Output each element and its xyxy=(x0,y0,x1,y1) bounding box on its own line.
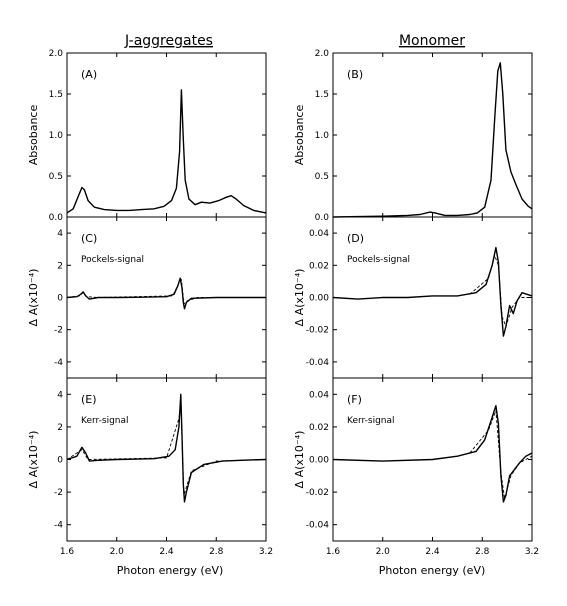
series-line-fit xyxy=(469,254,532,328)
x-tick-label: 3.2 xyxy=(525,547,539,557)
signal-annotation: Pockels-signal xyxy=(81,255,144,265)
panel-frame xyxy=(66,377,267,542)
y-tick-label: -2 xyxy=(54,488,63,498)
y-tick-label: 0.04 xyxy=(309,390,329,400)
y-tick-label: 2.0 xyxy=(49,49,64,59)
y-tick-label: 0.0 xyxy=(315,213,330,223)
y-tick-label: 1.0 xyxy=(49,131,64,141)
series-line-measured xyxy=(66,89,267,214)
y-tick-label: 0.00 xyxy=(309,456,329,466)
y-axis-label: Absobance xyxy=(27,105,40,166)
panel-3: -0.04 -0.02 0.00 0.02 0.04 Δ A(x10⁻⁴) (D) Pocke… xyxy=(293,216,533,379)
panels: 0.0 0.5 1.0 1.5 2.0 Absobance (A) 0.0 0.5 1.0 1.5 2… xyxy=(27,49,539,557)
column-title-monomer: Monomer xyxy=(399,33,465,49)
x-tick-label: 3.2 xyxy=(259,547,273,557)
column-title-j-aggregates: J-aggregates xyxy=(124,33,213,49)
panel-label: (E) xyxy=(81,393,97,406)
y-tick-label: 0.5 xyxy=(315,172,329,182)
series-line-measured xyxy=(332,246,533,337)
signal-annotation: Pockels-signal xyxy=(347,255,410,265)
series-line-measured xyxy=(66,393,267,503)
panel-2: -4 -2 0 2 4 Δ A(x10⁻⁴) (C) Pockels-signal xyxy=(27,216,267,379)
y-tick-label: 0 xyxy=(57,294,63,304)
series-line-fit xyxy=(66,402,267,496)
x-tick-label: 2.8 xyxy=(475,547,490,557)
x-tick-label: 1.6 xyxy=(60,547,75,557)
x-tick-label: 2.0 xyxy=(110,547,125,557)
y-tick-label: -2 xyxy=(54,326,63,336)
series-line-fit xyxy=(66,278,266,305)
y-tick-label: 2.0 xyxy=(315,49,330,59)
series-line-measured xyxy=(66,277,266,310)
y-tick-label: 0.04 xyxy=(309,229,329,239)
x-tick-label: 2.0 xyxy=(376,547,391,557)
panel-1: 0.0 0.5 1.0 1.5 2.0 Absobance (B) xyxy=(293,49,533,223)
y-tick-label: 0.00 xyxy=(309,294,329,304)
panel-4: -4 -2 0 2 4 1.6 2.0 2.4 2.8 3.2 Δ A(x10⁻⁴) (E) Kerr-… xyxy=(27,377,273,557)
panel-5: -0.04 -0.02 0.00 0.02 0.04 1.6 2.0 2.4 2.8 3.2 Δ A… xyxy=(293,377,539,557)
y-tick-label: -4 xyxy=(54,521,63,531)
x-tick-label: 2.4 xyxy=(159,547,174,557)
signal-annotation: Kerr-signal xyxy=(81,416,129,426)
y-axis-label: Δ A(x10⁻⁴) xyxy=(27,431,40,489)
y-tick-label: 0.02 xyxy=(309,423,329,433)
panel-0: 0.0 0.5 1.0 1.5 2.0 Absobance (A) xyxy=(27,49,267,223)
y-tick-label: -0.02 xyxy=(306,488,329,498)
y-tick-label: -4 xyxy=(54,358,63,368)
series-line-measured xyxy=(332,62,533,218)
panel-label: (D) xyxy=(347,232,364,245)
y-tick-label: 0 xyxy=(57,456,63,466)
y-tick-label: -0.04 xyxy=(306,358,330,368)
y-tick-label: 1.5 xyxy=(315,90,329,100)
y-tick-label: 2 xyxy=(57,423,63,433)
x-axis-label-left: Photon energy (eV) xyxy=(117,564,224,577)
y-axis-label: Δ A(x10⁻⁴) xyxy=(293,431,306,489)
panel-label: (F) xyxy=(347,393,362,406)
y-tick-label: 1.0 xyxy=(315,131,330,141)
y-tick-label: 0.0 xyxy=(49,213,64,223)
y-tick-label: 2 xyxy=(57,261,63,271)
x-axis-label-right: Photon energy (eV) xyxy=(379,564,486,577)
y-axis-label: Δ A(x10⁻⁴) xyxy=(293,269,306,327)
x-tick-label: 2.8 xyxy=(209,547,224,557)
y-tick-label: -0.02 xyxy=(306,326,329,336)
y-tick-label: 0.02 xyxy=(309,261,329,271)
panel-label: (B) xyxy=(347,68,363,81)
y-axis-label: Absobance xyxy=(293,105,306,166)
x-tick-label: 2.4 xyxy=(425,547,440,557)
series-line-fit xyxy=(469,410,533,499)
y-tick-label: -0.04 xyxy=(306,521,330,531)
y-tick-label: 1.5 xyxy=(49,90,63,100)
y-tick-label: 0.5 xyxy=(49,172,63,182)
y-axis-label: Δ A(x10⁻⁴) xyxy=(27,269,40,327)
panel-label: (A) xyxy=(81,68,97,81)
x-tick-label: 1.6 xyxy=(326,547,341,557)
signal-annotation: Kerr-signal xyxy=(347,416,395,426)
y-tick-label: 4 xyxy=(57,390,63,400)
y-tick-label: 4 xyxy=(57,229,63,239)
panel-label: (C) xyxy=(81,232,97,245)
